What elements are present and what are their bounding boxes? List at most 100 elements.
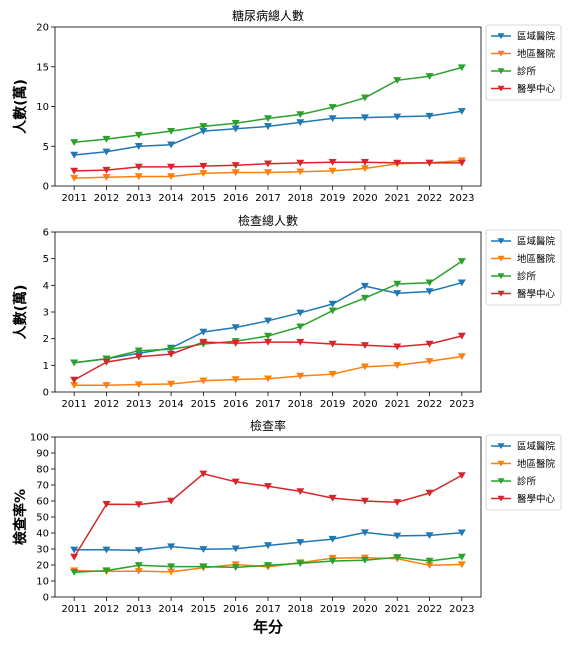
x-tick-label: 2018: [288, 604, 313, 615]
data-point: [393, 554, 402, 561]
y-tick-label: 20: [36, 561, 49, 572]
y-tick-label: 1: [43, 361, 49, 372]
data-point: [457, 108, 466, 115]
y-tick-label: 2: [43, 334, 49, 345]
legend-entry: 診所: [517, 476, 537, 488]
data-point: [457, 64, 466, 72]
data-point: [70, 359, 79, 367]
x-tick-label: 2022: [417, 193, 442, 204]
data-point: [231, 376, 240, 384]
x-tick-label: 2023: [449, 604, 474, 615]
chart-panel-3: 檢查率 0 10 20 30 40 50 60 70 80 90 100 2011 2012 2013 201…: [12, 418, 562, 615]
data-point: [167, 543, 176, 551]
x-axis-label: 年分: [253, 618, 283, 636]
legend-box: [485, 434, 562, 511]
y-tick-label: 60: [36, 497, 49, 508]
data-point: [296, 539, 305, 546]
legend-entry: 區域醫院: [517, 31, 556, 43]
data-point: [393, 113, 402, 121]
data-point: [296, 168, 305, 176]
chart-title: 檢查總人數: [238, 213, 298, 228]
legend-swatch-marker: [497, 85, 505, 92]
y-tick-label: 0: [43, 388, 49, 399]
plot-frame: [54, 231, 482, 393]
data-point: [264, 338, 272, 346]
data-point: [425, 557, 434, 565]
x-tick-label: 2012: [94, 399, 119, 410]
y-axis-label: 人數(萬): [12, 285, 29, 340]
data-point: [167, 346, 176, 353]
data-point: [360, 363, 369, 371]
legend-entry: 地區醫院: [517, 458, 556, 470]
data-point: [296, 488, 305, 495]
data-point: [199, 338, 208, 346]
x-tick-label: 2014: [158, 399, 183, 410]
legend-entry: 醫學中心: [517, 493, 556, 505]
x-tick-label: 2012: [94, 193, 119, 204]
series-line: [74, 260, 463, 364]
series-3: [70, 64, 466, 146]
data-point: [425, 340, 434, 348]
legend-swatch-marker: [497, 50, 505, 57]
y-tick-label: 0: [43, 593, 49, 604]
data-point: [102, 355, 111, 363]
x-tick-label: 2016: [223, 399, 248, 410]
data-point: [425, 562, 434, 569]
legend-swatch-marker: [497, 290, 505, 297]
series-4: [70, 332, 466, 384]
x-tick-label: 2014: [158, 604, 183, 615]
data-point: [102, 174, 111, 181]
data-point: [296, 119, 305, 126]
legend-swatch-marker: [497, 495, 505, 502]
series-1: [70, 529, 466, 554]
y-tick-label: 40: [36, 529, 49, 540]
y-tick-label: 0: [43, 182, 49, 193]
data-point: [231, 564, 240, 571]
y-tick-label: 5: [43, 142, 49, 153]
x-tick-label: 2019: [320, 193, 345, 204]
x-tick-label: 2016: [223, 193, 248, 204]
data-point: [360, 497, 369, 505]
y-tick-label: 50: [36, 513, 49, 524]
data-point: [360, 342, 369, 349]
data-point: [296, 372, 305, 380]
data-point: [296, 338, 305, 346]
data-point: [425, 358, 434, 365]
data-point: [199, 127, 208, 135]
chart-title: 檢查率: [250, 418, 286, 433]
data-point: [134, 173, 143, 181]
legend-entry: 診所: [517, 271, 537, 283]
x-tick-label: 2017: [255, 604, 280, 615]
data-point: [425, 159, 434, 167]
data-point: [167, 163, 176, 171]
x-tick-label: 2021: [384, 399, 409, 410]
data-point: [328, 494, 337, 502]
data-point: [134, 163, 143, 171]
data-point: [70, 569, 79, 576]
x-tick-label: 2020: [352, 399, 377, 410]
x-tick-label: 2022: [417, 399, 442, 410]
data-point: [360, 557, 369, 564]
y-tick-label: 30: [36, 545, 49, 556]
data-point: [457, 353, 466, 361]
data-point: [457, 553, 466, 561]
data-point: [328, 115, 337, 123]
data-point: [167, 127, 176, 135]
legend-entry: 診所: [517, 66, 537, 78]
x-tick-label: 2016: [223, 604, 248, 615]
legend-swatch-marker: [497, 478, 505, 485]
data-point: [199, 377, 208, 385]
data-point: [231, 478, 240, 486]
data-point: [231, 324, 240, 332]
data-point: [199, 546, 208, 553]
data-point: [425, 532, 434, 539]
data-point: [393, 362, 402, 369]
legend-entry: 地區醫院: [517, 253, 556, 265]
y-tick-label: 10: [36, 577, 49, 588]
data-point: [457, 159, 466, 167]
data-point: [231, 162, 240, 169]
data-point: [70, 382, 79, 389]
legend-entry: 醫學中心: [517, 83, 556, 95]
